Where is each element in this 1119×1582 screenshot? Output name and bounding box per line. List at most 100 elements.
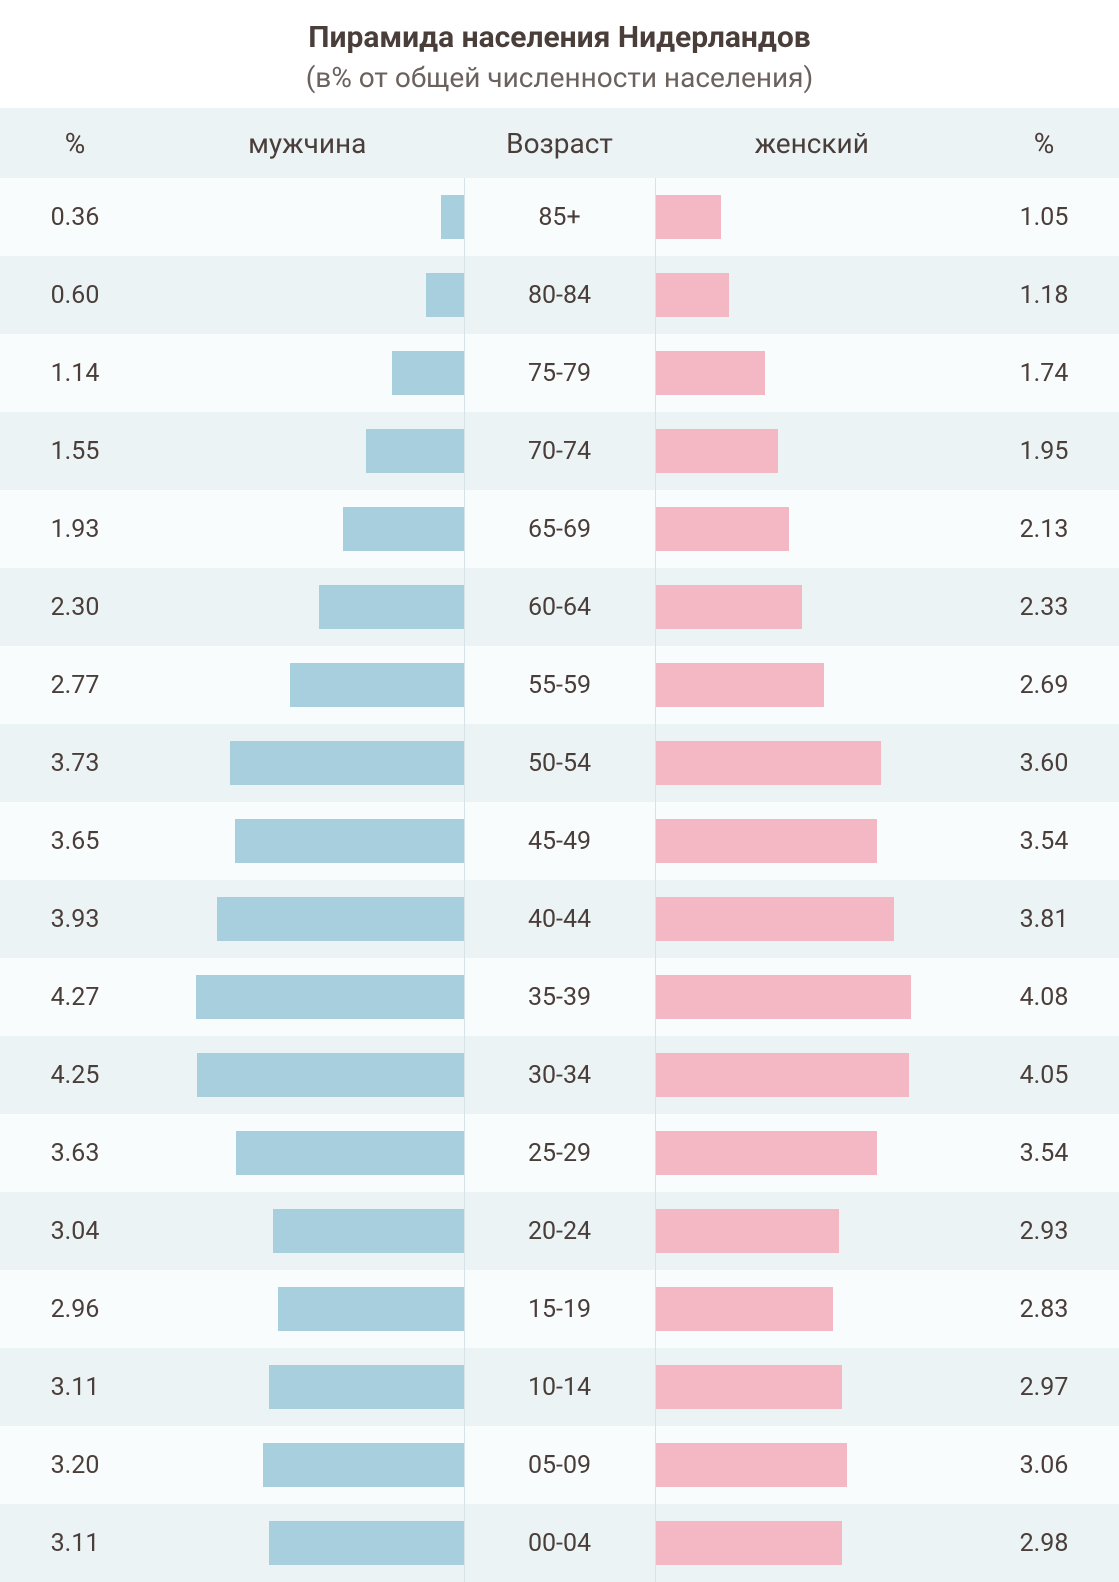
female-bar <box>656 1287 833 1331</box>
male-pct: 3.63 <box>0 1139 150 1168</box>
header-female: женский <box>655 127 970 160</box>
age-label: 35-39 <box>465 983 655 1012</box>
male-bar <box>269 1521 464 1565</box>
male-pct: 3.73 <box>0 749 150 778</box>
female-pct: 4.05 <box>969 1061 1119 1090</box>
female-bar <box>656 1443 848 1487</box>
data-row: 3.9340-443.81 <box>0 880 1119 958</box>
female-pct: 2.13 <box>969 515 1119 544</box>
age-label: 85+ <box>465 203 655 232</box>
data-row: 2.3060-642.33 <box>0 568 1119 646</box>
header-row: % мужчина Возраст женский % <box>0 108 1119 178</box>
male-bar <box>235 819 464 863</box>
male-pct: 3.93 <box>0 905 150 934</box>
female-pct: 3.60 <box>969 749 1119 778</box>
chart-subtitle: (в% от общей численности населения) <box>0 61 1119 94</box>
data-row: 3.0420-242.93 <box>0 1192 1119 1270</box>
rows-container: 0.3685+1.050.6080-841.181.1475-791.741.5… <box>0 178 1119 1582</box>
male-bar-cell <box>150 256 465 334</box>
data-row: 2.77 55-59 2.69 <box>0 646 1119 724</box>
data-row: 1.5570-741.95 <box>0 412 1119 490</box>
male-bar <box>217 897 463 941</box>
female-bar-cell <box>655 724 970 802</box>
age-label: 05-09 <box>465 1451 655 1480</box>
data-row: 3.6325-293.54 <box>0 1114 1119 1192</box>
male-bar-cell <box>150 724 465 802</box>
age-label: 80-84 <box>465 281 655 310</box>
male-bar-cell <box>150 1504 465 1582</box>
female-bar <box>656 195 722 239</box>
male-bar-cell <box>150 568 465 646</box>
female-pct: 1.95 <box>969 437 1119 466</box>
male-bar <box>278 1287 464 1331</box>
data-row: 1.1475-791.74 <box>0 334 1119 412</box>
age-label: 10-14 <box>465 1373 655 1402</box>
male-pct: 3.11 <box>0 1529 150 1558</box>
male-bar-cell <box>150 178 465 256</box>
female-pct: 2.93 <box>969 1217 1119 1246</box>
male-bar <box>392 351 463 395</box>
female-bar <box>656 429 778 473</box>
age-label: 55-59 <box>465 671 655 700</box>
male-bar-cell <box>150 1426 465 1504</box>
population-pyramid: Пирамида населения Нидерландов (в% от об… <box>0 0 1119 1582</box>
male-pct: 2.77 <box>0 671 150 700</box>
female-pct: 1.18 <box>969 281 1119 310</box>
female-bar-cell <box>655 178 970 256</box>
header-pct-right: % <box>969 127 1119 160</box>
female-bar-cell <box>655 334 970 412</box>
female-pct: 2.98 <box>969 1529 1119 1558</box>
age-label: 70-74 <box>465 437 655 466</box>
male-bar-cell <box>150 1114 465 1192</box>
male-bar <box>236 1131 464 1175</box>
female-bar-cell <box>655 1348 970 1426</box>
male-pct: 1.93 <box>0 515 150 544</box>
male-bar <box>441 195 464 239</box>
data-row: 2.9615-192.83 <box>0 1270 1119 1348</box>
female-bar <box>656 1365 842 1409</box>
female-pct: 2.33 <box>969 593 1119 622</box>
male-bar <box>290 663 464 707</box>
female-pct: 2.83 <box>969 1295 1119 1324</box>
female-pct: 3.54 <box>969 1139 1119 1168</box>
female-bar <box>656 273 730 317</box>
male-bar-cell <box>150 412 465 490</box>
female-bar <box>656 897 895 941</box>
female-bar-cell <box>655 646 970 724</box>
female-bar <box>656 1131 878 1175</box>
female-bar <box>656 663 825 707</box>
female-bar <box>656 351 765 395</box>
male-bar <box>426 273 464 317</box>
data-row: 4.2530-344.05 <box>0 1036 1119 1114</box>
female-pct: 2.69 <box>969 671 1119 700</box>
male-bar-cell <box>150 1348 465 1426</box>
female-pct: 3.54 <box>969 827 1119 856</box>
male-bar-cell <box>150 802 465 880</box>
female-bar-cell <box>655 1270 970 1348</box>
female-bar-cell <box>655 1426 970 1504</box>
female-bar-cell <box>655 1036 970 1114</box>
male-pct: 2.30 <box>0 593 150 622</box>
female-bar <box>656 1053 910 1097</box>
male-bar-cell <box>150 880 465 958</box>
male-pct: 3.65 <box>0 827 150 856</box>
female-pct: 3.06 <box>969 1451 1119 1480</box>
data-row: 0.3685+1.05 <box>0 178 1119 256</box>
data-row: 3.6545-493.54 <box>0 802 1119 880</box>
male-bar <box>319 585 463 629</box>
male-bar-cell <box>150 490 465 568</box>
chart-title: Пирамида населения Нидерландов <box>0 20 1119 55</box>
age-label: 00-04 <box>465 1529 655 1558</box>
age-label: 75-79 <box>465 359 655 388</box>
female-bar-cell <box>655 880 970 958</box>
data-row: 3.20 05-09 3.06 <box>0 1426 1119 1504</box>
male-bar-cell <box>150 646 465 724</box>
male-pct: 3.20 <box>0 1451 150 1480</box>
female-pct: 4.08 <box>969 983 1119 1012</box>
data-row: 3.7350-543.60 <box>0 724 1119 802</box>
data-row: 0.6080-841.18 <box>0 256 1119 334</box>
male-bar-cell <box>150 1192 465 1270</box>
female-pct: 3.81 <box>969 905 1119 934</box>
male-pct: 4.25 <box>0 1061 150 1090</box>
male-bar-cell <box>150 1270 465 1348</box>
